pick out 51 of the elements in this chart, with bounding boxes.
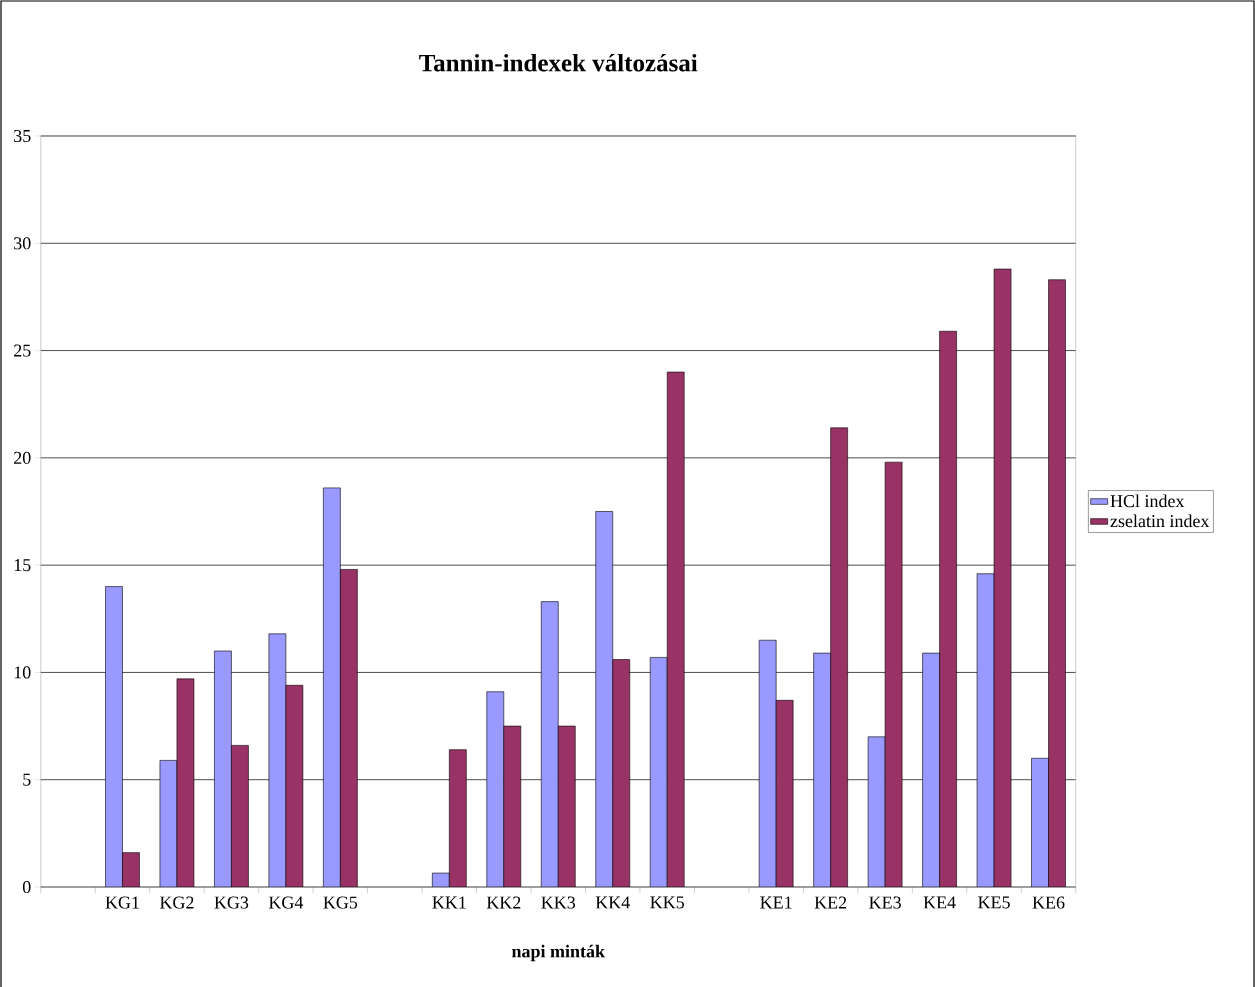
- x-tick-label: KK3: [541, 896, 576, 909]
- legend-label: zselatin index: [1110, 514, 1210, 528]
- x-tick-label: KK4: [595, 896, 630, 909]
- legend-label: HCl index: [1110, 494, 1185, 508]
- chart-title: Tannin-indexek változásai: [419, 53, 698, 72]
- bar: [449, 749, 467, 887]
- bar: [649, 657, 668, 887]
- y-tick-label: 30: [14, 237, 31, 250]
- x-tick-label: KE4: [923, 896, 956, 909]
- y-tick-label: 20: [14, 451, 31, 464]
- y-tick-label: 35: [14, 129, 31, 143]
- bar: [323, 487, 341, 887]
- bar: [595, 511, 614, 887]
- bar: [122, 852, 140, 887]
- bar: [939, 330, 957, 887]
- x-tick-label: KE6: [1032, 896, 1065, 909]
- bar: [340, 569, 358, 887]
- y-tick-label: 15: [14, 559, 31, 572]
- y-tick-label: 5: [23, 773, 31, 786]
- x-tick-label: KG4: [268, 896, 304, 909]
- x-tick-label: KE1: [760, 896, 792, 909]
- bar: [1048, 279, 1066, 887]
- bar: [612, 659, 631, 887]
- bar: [557, 725, 576, 887]
- bar: [231, 745, 249, 887]
- x-tick-label: KG1: [105, 896, 139, 909]
- bar: [1031, 757, 1049, 887]
- x-tick-label: KG3: [214, 896, 249, 909]
- x-tick-label: KK5: [650, 896, 684, 909]
- x-tick-label: KE3: [869, 896, 901, 909]
- bar: [105, 586, 123, 887]
- y-tick-label: 10: [14, 666, 31, 679]
- x-tick-label: KK2: [486, 896, 521, 909]
- x-tick-label: KK1: [432, 896, 466, 909]
- bar: [758, 639, 777, 887]
- x-tick-label: KG2: [159, 896, 194, 909]
- bar: [830, 427, 848, 887]
- bar: [813, 652, 831, 887]
- bar: [666, 371, 685, 887]
- bar: [540, 601, 559, 887]
- x-tick-label: KG5: [323, 896, 358, 909]
- bar: [922, 652, 940, 887]
- bar: [775, 700, 794, 887]
- x-tick-label: KE5: [978, 896, 1010, 909]
- y-tick-label: 25: [14, 344, 31, 357]
- bar: [503, 725, 522, 887]
- x-tick-label: KE2: [814, 896, 847, 909]
- y-tick-label: 0: [22, 880, 31, 894]
- bar: [486, 691, 505, 887]
- x-axis-title: napi minták: [511, 944, 605, 962]
- bar: [214, 650, 232, 887]
